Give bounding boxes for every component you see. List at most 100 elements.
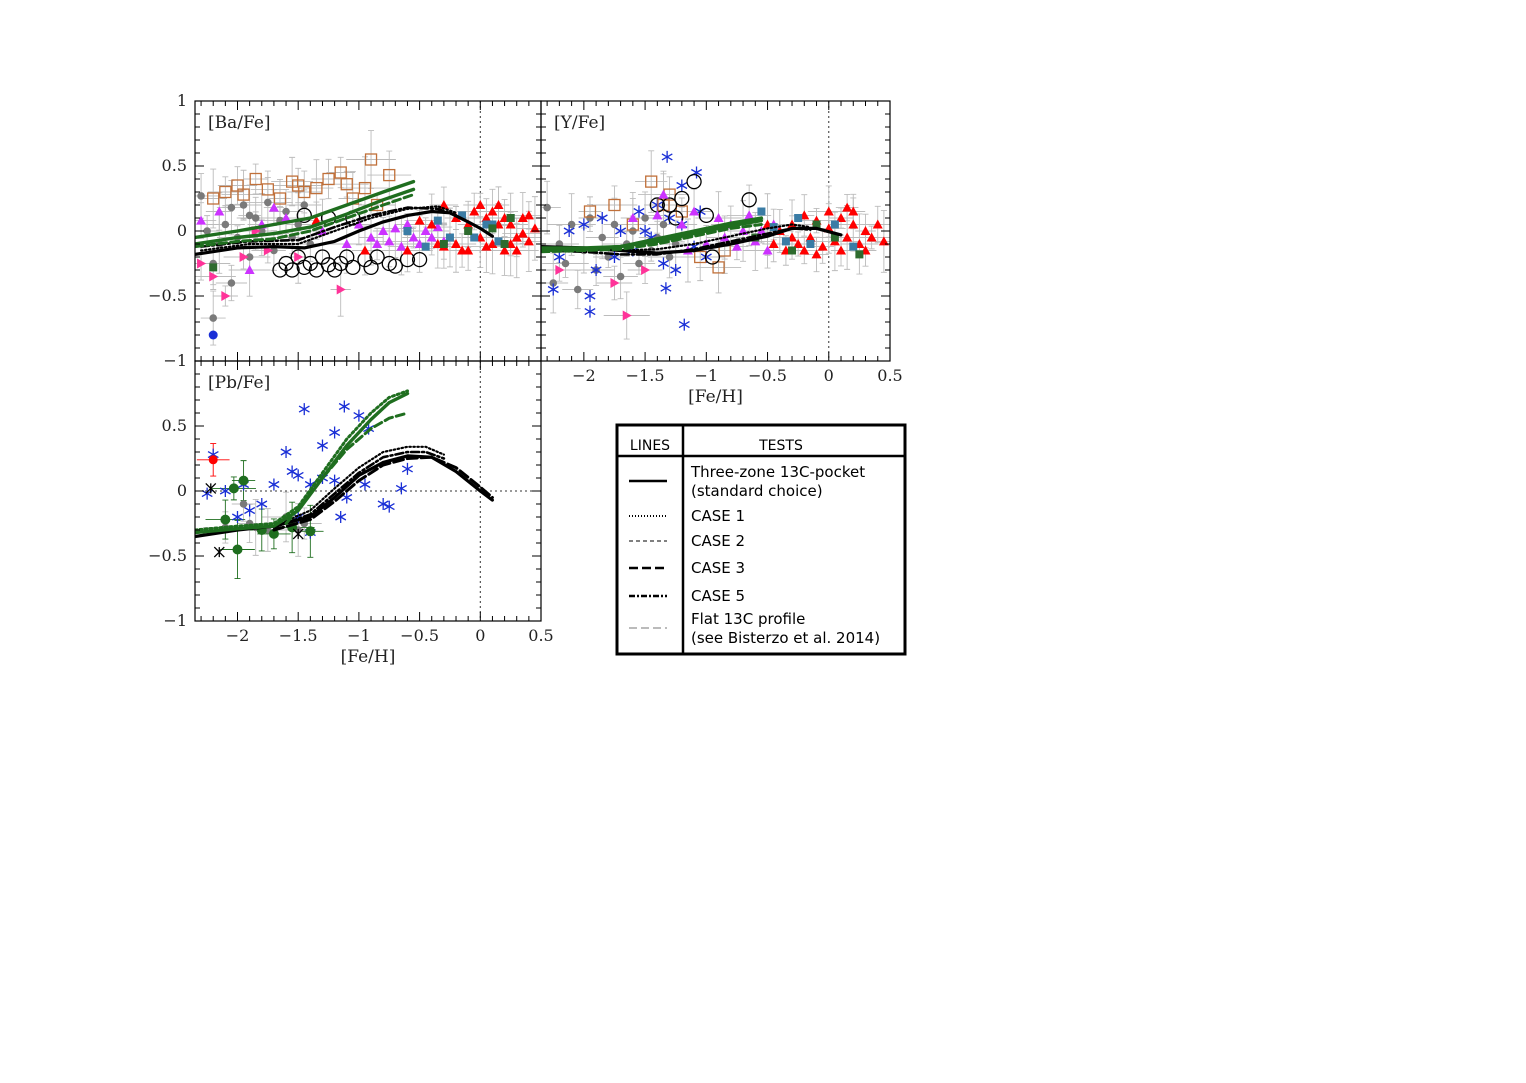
model-line-black-thick bbox=[195, 209, 494, 256]
data-point bbox=[270, 246, 278, 255]
data-point bbox=[475, 200, 486, 209]
data-point bbox=[298, 403, 310, 416]
error-bar bbox=[324, 170, 369, 198]
data-point bbox=[220, 514, 231, 525]
series-black-open-circles bbox=[649, 173, 757, 265]
data-point bbox=[596, 212, 608, 224]
axis-ticks bbox=[195, 360, 541, 622]
data-point bbox=[310, 181, 323, 195]
error-bar bbox=[221, 169, 266, 220]
data-point bbox=[848, 219, 859, 229]
data-point bbox=[523, 236, 534, 246]
data-point bbox=[463, 245, 474, 255]
data-point bbox=[641, 265, 651, 275]
data-point bbox=[445, 233, 454, 242]
x-tick-label: 0 bbox=[824, 366, 834, 385]
data-point bbox=[500, 240, 509, 248]
panel-pb-fe: 0.5 0 −0.5 −1 −2 −1.5 −1 −0.5 0 0.5 [Fe/H] [Pb/Fe] bbox=[148, 360, 554, 667]
legend-label: CASE 5 bbox=[691, 587, 745, 605]
data-point bbox=[239, 500, 248, 508]
error-bar bbox=[578, 196, 602, 227]
data-point bbox=[610, 278, 620, 288]
data-point bbox=[629, 227, 637, 235]
data-point bbox=[781, 237, 790, 246]
data-point bbox=[584, 305, 596, 318]
data-point bbox=[583, 205, 597, 218]
series-blue-dots bbox=[208, 330, 218, 340]
data-point bbox=[713, 213, 724, 222]
error-bar bbox=[635, 150, 668, 213]
data-point bbox=[426, 232, 437, 242]
data-point bbox=[555, 265, 565, 275]
data-point bbox=[668, 210, 684, 226]
plot-area bbox=[195, 361, 541, 621]
data-point bbox=[377, 498, 389, 510]
data-point bbox=[256, 498, 268, 510]
data-point bbox=[704, 249, 721, 265]
data-point bbox=[464, 227, 473, 235]
data-point bbox=[359, 245, 370, 255]
data-point bbox=[469, 206, 480, 216]
data-point bbox=[322, 172, 335, 186]
data-point bbox=[433, 216, 442, 225]
data-point bbox=[547, 283, 559, 296]
data-point bbox=[214, 206, 225, 216]
data-point bbox=[639, 225, 651, 237]
panel-title: [Y/Fe] bbox=[554, 113, 605, 133]
series-steelblue-squares bbox=[757, 207, 858, 251]
data-point bbox=[292, 528, 304, 540]
data-point bbox=[411, 251, 428, 268]
data-point bbox=[830, 220, 839, 229]
legend-table: LINES TESTS Three-zone 13C-pocket(standard… bbox=[615, 423, 907, 656]
panel-title: [Pb/Fe] bbox=[208, 373, 270, 393]
data-point bbox=[284, 262, 300, 278]
data-point bbox=[698, 207, 714, 224]
data-point bbox=[608, 198, 621, 212]
y-tick-label: −1 bbox=[163, 611, 187, 630]
error-bar bbox=[675, 232, 725, 282]
data-point bbox=[511, 245, 522, 255]
data-point bbox=[849, 242, 858, 251]
data-point bbox=[872, 219, 883, 229]
error-bar bbox=[358, 194, 396, 216]
data-point bbox=[209, 314, 218, 322]
data-point bbox=[757, 207, 766, 216]
data-point bbox=[670, 264, 682, 276]
data-point bbox=[384, 236, 395, 246]
x-tick-label: −0.5 bbox=[748, 366, 787, 385]
x-tick-label: −1 bbox=[695, 366, 719, 385]
data-point bbox=[273, 192, 287, 205]
y-tick-label: −0.5 bbox=[148, 286, 187, 305]
x-tick-label: −1 bbox=[347, 626, 371, 645]
data-point bbox=[665, 253, 674, 261]
legend-header-lines: LINES bbox=[630, 438, 670, 454]
data-point bbox=[686, 173, 702, 190]
data-point bbox=[383, 500, 395, 513]
data-point bbox=[280, 446, 292, 458]
error-bar bbox=[287, 170, 322, 214]
data-point bbox=[657, 257, 669, 270]
data-point bbox=[345, 259, 361, 276]
x-axis-label: [Fe/H] bbox=[688, 387, 743, 407]
data-point bbox=[615, 225, 627, 237]
data-point bbox=[451, 239, 462, 248]
data-point bbox=[661, 150, 673, 163]
x-tick-label: −1.5 bbox=[626, 366, 665, 385]
data-point bbox=[794, 214, 803, 222]
x-tick-label: −0.5 bbox=[400, 626, 439, 645]
data-point bbox=[353, 409, 365, 422]
data-point bbox=[251, 214, 260, 222]
data-point bbox=[590, 264, 602, 276]
error-bar bbox=[346, 130, 396, 189]
legend-label: (standard choice) bbox=[691, 482, 823, 500]
data-point bbox=[396, 241, 407, 251]
data-point bbox=[676, 219, 687, 229]
data-point bbox=[316, 439, 328, 452]
data-point bbox=[338, 400, 350, 413]
data-point bbox=[249, 172, 262, 186]
model-line-green-thick bbox=[541, 216, 764, 250]
data-point bbox=[561, 259, 570, 268]
x-tick-label: −1.5 bbox=[279, 626, 318, 645]
